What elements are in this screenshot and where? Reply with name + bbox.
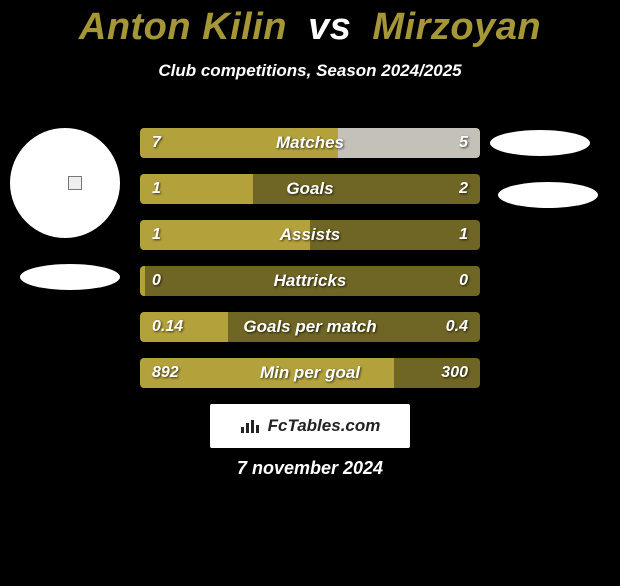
player2-avatar-top <box>490 130 590 156</box>
stat-label: Min per goal <box>140 358 480 388</box>
player1-name: Anton Kilin <box>79 6 287 48</box>
stat-value-left: 7 <box>152 128 161 158</box>
stats-container: Matches75Goals12Assists11Hattricks00Goal… <box>140 128 480 404</box>
source-badge: FcTables.com <box>210 404 410 448</box>
player2-avatar-bottom <box>498 182 598 208</box>
player1-avatar-shadow <box>20 264 120 290</box>
stat-label: Goals <box>140 174 480 204</box>
stat-value-right: 300 <box>441 358 468 388</box>
page-title: Anton Kilin vs Mirzoyan <box>0 6 620 49</box>
stat-value-right: 0 <box>459 266 468 296</box>
stat-value-left: 0 <box>152 266 161 296</box>
stat-label: Goals per match <box>140 312 480 342</box>
stat-value-left: 892 <box>152 358 179 388</box>
subtitle: Club competitions, Season 2024/2025 <box>0 61 620 81</box>
vs-label: vs <box>308 6 351 48</box>
badge-text: FcTables.com <box>268 416 381 436</box>
stat-value-left: 1 <box>152 220 161 250</box>
stat-value-right: 2 <box>459 174 468 204</box>
stat-value-right: 1 <box>459 220 468 250</box>
stat-row: Matches7 5 <box>140 128 480 158</box>
stat-row: Hattricks0 0 <box>140 266 480 296</box>
stat-value-left: 0.14 <box>152 312 183 342</box>
stat-label: Assists <box>140 220 480 250</box>
stat-row: Assists1 1 <box>140 220 480 250</box>
avatar-placeholder-icon <box>68 176 82 190</box>
stat-row: Goals1 2 <box>140 174 480 204</box>
stat-label: Matches <box>140 128 480 158</box>
player1-avatar <box>10 128 120 238</box>
date-label: 7 november 2024 <box>0 458 620 479</box>
stat-value-left: 1 <box>152 174 161 204</box>
player2-name: Mirzoyan <box>372 6 541 48</box>
stat-row: Goals per match0.14 0.4 <box>140 312 480 342</box>
stat-value-right: 5 <box>459 128 468 158</box>
stat-label: Hattricks <box>140 266 480 296</box>
stat-row: Min per goal892 300 <box>140 358 480 388</box>
bar-chart-icon <box>240 418 260 434</box>
stat-value-right: 0.4 <box>446 312 468 342</box>
